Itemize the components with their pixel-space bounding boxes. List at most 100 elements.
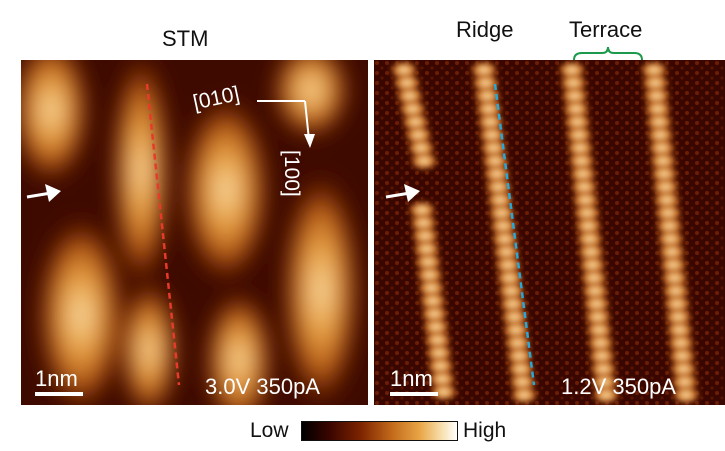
atom-blob: [417, 279, 446, 297]
atom-blob: [668, 347, 697, 365]
atom-blob: [410, 152, 438, 170]
atom-blob: [654, 204, 683, 222]
atom-blob: [577, 243, 605, 261]
atom-blob: [482, 165, 511, 183]
atom-blob: [425, 344, 453, 362]
atom-blob: [494, 256, 522, 274]
atom-blob: [558, 61, 586, 79]
atom-blob: [426, 357, 455, 375]
atom-blob: [489, 217, 518, 235]
atom-blob: [655, 217, 684, 235]
atom-blob: [585, 321, 614, 339]
defect-arrow-left: [26, 184, 61, 202]
atom-blob: [663, 295, 691, 313]
atom-blob: [659, 256, 688, 274]
atom-blob: [560, 87, 589, 105]
colorbar-low-label: Low: [250, 419, 289, 442]
atom-blob: [503, 334, 532, 352]
atom-blob: [415, 266, 444, 284]
atom-blob: [471, 74, 500, 92]
atom-blob: [408, 201, 436, 219]
terrace-label: Terrace: [569, 17, 643, 42]
stm-image-right: 1nm 1.2V 350pA: [374, 60, 725, 405]
atom-blob: [421, 318, 450, 336]
colorbar-high-label: High: [463, 419, 507, 442]
atom-blob: [470, 61, 498, 79]
colorbar: [301, 421, 458, 441]
atom-blob: [643, 100, 672, 118]
atom-blob: [487, 204, 516, 222]
atom-blob: [574, 217, 603, 235]
atom-blob: [418, 292, 447, 310]
scalebar-label-left: 1nm: [35, 366, 78, 391]
atom-blob: [423, 331, 452, 349]
atom-blob: [492, 243, 521, 261]
atom-blob: [476, 113, 505, 131]
atom-blob: [479, 139, 508, 157]
atom-blob: [566, 139, 595, 157]
atom-blob: [559, 74, 588, 92]
atom-blob: [412, 240, 441, 258]
atom-blob: [506, 360, 535, 378]
atom-blob: [660, 269, 689, 287]
atom-blob: [567, 152, 596, 170]
defect-arrow-right: [385, 184, 420, 202]
atom-blob: [582, 295, 611, 313]
atom-blob: [498, 295, 527, 313]
atom-blob: [669, 360, 698, 378]
atom-blob: [641, 74, 670, 92]
atom-blob: [497, 282, 526, 300]
atom-blob: [640, 61, 668, 79]
atom-blob: [409, 214, 438, 232]
atom-blob: [570, 178, 599, 196]
bias-current-left: 3.0V 350pA: [205, 374, 320, 399]
atom-blob: [411, 227, 440, 245]
atom-blob: [490, 230, 519, 248]
scalebar-right: [390, 392, 438, 396]
ridge-label: Ridge: [456, 17, 514, 42]
atom-blob: [650, 165, 679, 183]
atom-blob: [647, 139, 676, 157]
atom-blob: [500, 308, 529, 326]
atom-blob: [649, 152, 677, 170]
atom-blob: [665, 321, 694, 339]
atom-blob: [505, 347, 534, 365]
atom-blob: [581, 282, 610, 300]
atom-blob: [578, 256, 607, 274]
atom-blob: [486, 191, 514, 209]
atom-blob: [571, 191, 600, 209]
atom-blob: [587, 347, 616, 365]
atom-blob: [661, 282, 690, 300]
atom-blob: [474, 100, 503, 118]
atom-blob: [563, 113, 592, 131]
atom-blob: [575, 230, 604, 248]
terrace-bracket: [573, 46, 643, 61]
atom-blob: [590, 373, 619, 391]
atom-blob: [579, 269, 608, 287]
atom-blob: [478, 126, 506, 144]
atom-blob: [510, 386, 538, 404]
atom-blob: [420, 305, 449, 323]
atom-blob: [672, 386, 700, 404]
atom-blob: [573, 204, 601, 222]
atom-blob: [495, 269, 524, 287]
atom-blob: [568, 165, 597, 183]
atom-blob: [414, 253, 443, 271]
atom-blob: [473, 87, 502, 105]
atom-blob: [664, 308, 693, 326]
atom-blob: [583, 308, 612, 326]
atom-blob: [502, 321, 530, 339]
atom-blob: [646, 126, 675, 144]
atom-blob: [670, 373, 699, 391]
ridge-marker-line-left: [145, 83, 181, 386]
atom-blob: [642, 87, 671, 105]
stm-title: STM: [162, 26, 209, 51]
bias-current-right: 1.2V 350pA: [561, 374, 676, 399]
atom-blob: [592, 386, 620, 404]
atom-blob: [562, 100, 591, 118]
atom-blob: [564, 126, 593, 144]
atom-blob: [656, 230, 685, 248]
atom-blob: [428, 370, 457, 388]
atom-blob: [429, 383, 458, 401]
atom-blob: [589, 360, 618, 378]
